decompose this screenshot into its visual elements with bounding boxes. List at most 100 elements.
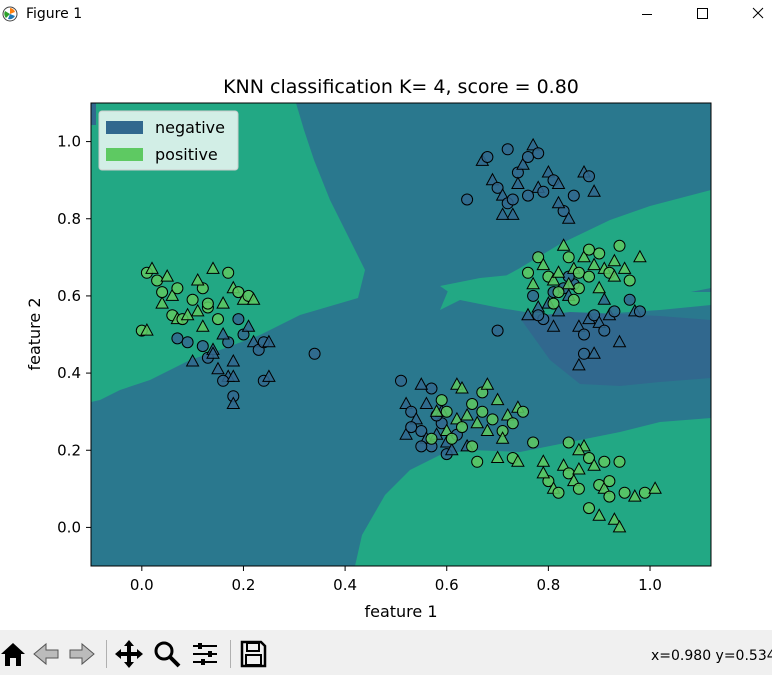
- data-point-positive: [607, 253, 622, 267]
- zoom-icon: [154, 641, 181, 668]
- data-point-negative: [211, 361, 225, 375]
- data-point-negative: [171, 332, 184, 345]
- data-point-negative: [491, 181, 504, 194]
- data-point-negative: [633, 305, 646, 318]
- data-point-negative: [522, 151, 534, 163]
- data-point-positive: [500, 407, 515, 421]
- data-point-negative: [414, 377, 429, 390]
- data-point-negative: [572, 357, 586, 371]
- data-point-negative: [425, 382, 438, 395]
- chart-title: KNN classification K= 4, score = 0.80: [223, 76, 579, 98]
- pan-button[interactable]: [114, 638, 144, 670]
- data-point-positive: [547, 297, 560, 310]
- data-point-positive: [617, 261, 632, 274]
- data-point-negative: [532, 147, 545, 160]
- data-point-negative: [551, 176, 566, 189]
- data-point-positive: [517, 405, 529, 418]
- data-point-positive: [577, 249, 591, 263]
- data-point-positive: [466, 398, 479, 410]
- pan-icon: [115, 640, 143, 668]
- data-point-negative: [587, 184, 601, 197]
- data-point-negative: [415, 425, 428, 437]
- figure-canvas[interactable]: KNN classification K= 4, score = 0.80 0.…: [0, 30, 772, 630]
- window-titlebar: Figure 1: [0, 0, 772, 30]
- data-point-negative: [415, 440, 428, 453]
- y-axis-label: feature 2: [25, 297, 44, 370]
- data-point-positive: [246, 292, 261, 305]
- data-point-negative: [551, 195, 566, 209]
- close-button[interactable]: [736, 0, 772, 30]
- home-button[interactable]: [0, 638, 28, 670]
- data-point-positive: [201, 297, 214, 310]
- data-point-negative: [522, 189, 534, 202]
- toolbar-separator: [106, 640, 107, 668]
- data-point-positive: [572, 461, 586, 475]
- back-button[interactable]: [30, 638, 60, 670]
- x-axis-label: feature 1: [364, 602, 437, 621]
- data-point-negative: [598, 324, 611, 337]
- data-point-positive: [587, 458, 601, 471]
- data-point-negative: [206, 346, 220, 359]
- data-point-positive: [151, 274, 164, 287]
- data-point-negative: [217, 374, 230, 387]
- data-point-negative: [526, 137, 540, 151]
- data-point-positive: [455, 380, 469, 394]
- data-point-negative: [185, 353, 200, 367]
- data-point-positive: [435, 394, 448, 407]
- x-tick-label: 0.0: [130, 576, 154, 594]
- y-tick-label: 0.4: [57, 364, 81, 382]
- data-point-negative: [444, 442, 459, 456]
- data-point-positive: [155, 296, 169, 309]
- data-point-positive: [506, 417, 519, 430]
- y-tick-label: 0.2: [57, 441, 81, 459]
- data-point-positive: [456, 421, 468, 434]
- data-point-positive: [572, 282, 585, 295]
- data-points: [135, 137, 662, 533]
- data-point-positive: [572, 482, 585, 495]
- data-point-positive: [222, 266, 235, 279]
- data-point-negative: [232, 313, 245, 326]
- data-point-positive: [212, 313, 224, 326]
- close-icon: [752, 7, 764, 19]
- legend-swatch-positive: [106, 148, 143, 161]
- data-point-positive: [216, 296, 230, 309]
- forward-icon: [69, 642, 95, 666]
- data-point-positive: [186, 293, 199, 306]
- data-point-positive: [612, 519, 627, 533]
- maximize-button[interactable]: [680, 0, 726, 30]
- save-button[interactable]: [238, 638, 268, 670]
- data-point-negative: [196, 340, 209, 353]
- x-axis-ticks: 0.0 0.2 0.4 0.6 0.8 1.0: [130, 566, 662, 594]
- legend-label-negative: negative: [155, 118, 225, 137]
- legend-swatch-negative: [106, 121, 143, 134]
- forward-button[interactable]: [66, 638, 96, 670]
- minimize-button[interactable]: [624, 0, 670, 30]
- navigation-toolbar: [0, 630, 772, 675]
- data-point-negative: [226, 353, 241, 367]
- data-point-negative: [481, 151, 494, 163]
- data-point-negative: [419, 396, 434, 409]
- decision-regions: [91, 103, 711, 566]
- data-point-positive: [476, 405, 489, 418]
- data-point-negative: [572, 319, 586, 332]
- data-point-negative: [592, 315, 607, 328]
- data-point-negative: [395, 374, 407, 387]
- data-point-positive: [470, 415, 485, 429]
- save-icon: [240, 640, 267, 668]
- data-point-negative: [578, 328, 590, 341]
- data-point-negative: [491, 324, 504, 337]
- data-point-negative: [567, 189, 580, 202]
- data-point-negative: [623, 293, 636, 306]
- data-point-negative: [537, 185, 550, 198]
- data-point-positive: [171, 282, 184, 295]
- data-point-negative: [485, 172, 500, 186]
- legend-label-positive: positive: [155, 145, 218, 164]
- zoom-button[interactable]: [152, 638, 182, 670]
- x-tick-label: 1.0: [638, 576, 662, 594]
- data-point-positive: [439, 423, 454, 436]
- data-point-positive: [460, 407, 474, 421]
- data-point-negative: [262, 334, 276, 348]
- configure-subplots-button[interactable]: [190, 638, 220, 670]
- data-point-positive: [583, 502, 595, 515]
- matplotlib-logo-icon: [2, 6, 18, 22]
